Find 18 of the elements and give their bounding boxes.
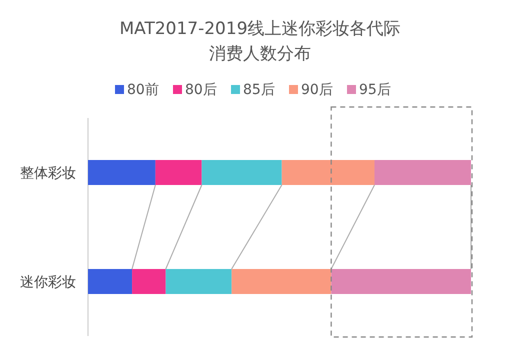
bar [232,269,332,294]
legend-label: 80后 [185,82,217,98]
bar [88,160,156,185]
legend-label: 85后 [243,82,275,98]
legend-label: 80前 [127,82,159,98]
bar [331,269,471,294]
bar [374,160,471,185]
y-tick-label: 迷你彩妆 [20,274,76,290]
bar [88,269,132,294]
y-tick-label: 整体彩妆 [20,166,76,182]
chart-title: MAT2017-2019线上迷你彩妆各代际消费人数分布 [119,19,401,64]
bar [166,269,232,294]
bar [132,269,166,294]
bar [155,160,202,185]
bar [202,160,282,185]
bar [282,160,374,185]
legend-label: 90后 [301,82,333,98]
legend-label: 95后 [359,82,391,98]
